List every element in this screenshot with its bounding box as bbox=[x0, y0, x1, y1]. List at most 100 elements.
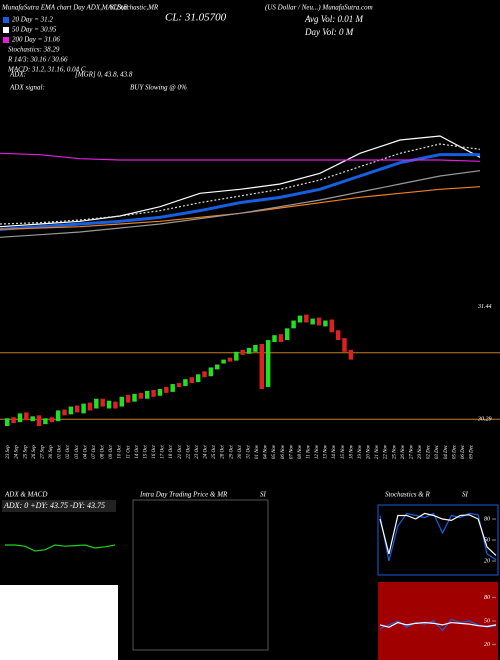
header-right: (US Dollar / Neu...) MunafaSutra.com bbox=[265, 4, 373, 12]
x-tick-label: 27 Nov bbox=[409, 444, 414, 459]
adx-values: [MGR] 0, 43.8, 43.8 bbox=[75, 71, 133, 79]
adx-box-bg bbox=[2, 500, 116, 512]
candle bbox=[272, 335, 277, 343]
candle bbox=[30, 416, 35, 422]
x-tick-label: 08 Oct bbox=[101, 445, 106, 459]
x-tick-label: 26 Nov bbox=[401, 444, 406, 459]
series-line bbox=[0, 186, 481, 230]
x-tick-label: 10 Oct bbox=[118, 445, 123, 459]
x-tick-label: 14 Nov bbox=[332, 444, 337, 459]
candle bbox=[195, 374, 201, 383]
series-line bbox=[5, 544, 116, 552]
x-tick-label: 11 Oct bbox=[126, 445, 131, 459]
macd-box bbox=[0, 585, 118, 660]
candle bbox=[253, 344, 258, 352]
y-tick-label: 80 bbox=[484, 516, 490, 522]
series-line bbox=[379, 618, 497, 632]
x-tick-label: 06 Dec bbox=[461, 444, 466, 459]
series-line bbox=[0, 152, 481, 162]
x-tick-label: 04 Dec bbox=[444, 444, 449, 459]
y-tick-label: 30.29 bbox=[477, 417, 492, 423]
y-tick-label: 20 bbox=[484, 642, 490, 648]
candle bbox=[5, 418, 10, 427]
stoch-box bbox=[377, 504, 499, 576]
x-tick-label: 28 Oct bbox=[221, 445, 226, 459]
series-line bbox=[0, 153, 480, 231]
x-tick-label: 16 Oct bbox=[152, 445, 157, 459]
candle bbox=[335, 330, 341, 341]
intraday-box bbox=[132, 499, 269, 651]
x-tick-label: 25 Oct bbox=[212, 445, 217, 459]
x-tick-label: 24 Sep bbox=[15, 445, 20, 459]
y-tick-label: 50 bbox=[484, 618, 490, 624]
legend-entry: 50 Day = 30.95 bbox=[12, 26, 57, 34]
x-tick-label: 05 Nov bbox=[272, 444, 277, 459]
candle bbox=[43, 418, 48, 425]
x-tick-label: 15 Nov bbox=[341, 444, 346, 459]
candle bbox=[240, 349, 245, 355]
candle bbox=[316, 317, 322, 326]
candle bbox=[157, 388, 163, 396]
x-tick-label: 02 Oct bbox=[66, 445, 71, 459]
legend-swatch bbox=[3, 37, 9, 43]
candle bbox=[24, 412, 29, 421]
x-tick-label: 02 Dec bbox=[427, 444, 432, 459]
legend-entry: 20 Day = 31.2 bbox=[12, 16, 53, 24]
candle bbox=[265, 340, 271, 387]
candle bbox=[151, 389, 156, 397]
candle bbox=[75, 405, 80, 413]
candle bbox=[329, 319, 334, 333]
candle bbox=[36, 415, 42, 427]
adx-label: ADX: bbox=[9, 71, 26, 79]
candle bbox=[259, 343, 264, 389]
candle bbox=[215, 364, 220, 370]
candle bbox=[132, 393, 137, 402]
candle bbox=[176, 383, 182, 387]
x-tick-label: 30 Sep bbox=[49, 445, 54, 459]
candle bbox=[348, 349, 354, 360]
candle bbox=[291, 320, 296, 329]
info-text: R 14/3: 30.16 / 30.66 bbox=[7, 56, 68, 64]
candle bbox=[94, 398, 99, 409]
candle bbox=[55, 410, 61, 422]
candle bbox=[119, 396, 124, 407]
candle bbox=[49, 417, 54, 423]
y-tick-label: 50 bbox=[484, 537, 490, 543]
x-tick-label: 01 Nov bbox=[255, 444, 260, 459]
x-tick-label: 18 Nov bbox=[349, 444, 354, 459]
x-tick-label: 21 Oct bbox=[178, 445, 183, 459]
adx-signal: BUY Slowing @ 0% bbox=[130, 84, 187, 92]
x-tick-label: 24 Oct bbox=[204, 445, 209, 459]
legend-swatch bbox=[3, 17, 9, 23]
x-tick-label: 30 Oct bbox=[238, 445, 243, 459]
panel-subtitle: SI bbox=[260, 491, 267, 499]
x-tick-label: 29 Oct bbox=[229, 445, 234, 459]
candle bbox=[183, 379, 188, 387]
series-line bbox=[0, 170, 481, 238]
x-tick-label: 03 Oct bbox=[75, 445, 80, 459]
info-text: MACD: 31.2, 31.16, 0.04 C bbox=[7, 66, 86, 74]
x-tick-label: 13 Nov bbox=[324, 444, 329, 459]
x-tick-label: 31 Oct bbox=[246, 445, 251, 459]
candle bbox=[234, 351, 239, 361]
candle bbox=[87, 402, 93, 411]
x-tick-label: 27 Sep bbox=[40, 445, 45, 459]
series-line bbox=[379, 512, 497, 562]
day-vol: Day Vol: 0 M bbox=[304, 27, 354, 37]
candle bbox=[304, 314, 309, 323]
x-tick-label: 07 Oct bbox=[92, 445, 97, 459]
x-tick-label: 20 Nov bbox=[367, 444, 372, 459]
avg-vol: Avg Vol: 0.01 M bbox=[304, 14, 363, 24]
adx-box: ADX: 0 +DY: 43.75 -DY: 43.75 bbox=[3, 501, 105, 510]
x-tick-label: 09 Dec bbox=[470, 444, 475, 459]
x-tick-label: 23 Sep bbox=[6, 445, 11, 459]
panel-subtitle: SI bbox=[462, 491, 469, 499]
series-line bbox=[379, 621, 497, 628]
series-line bbox=[0, 135, 481, 228]
x-tick-label: 19 Nov bbox=[358, 444, 363, 459]
x-tick-label: 08 Nov bbox=[298, 444, 303, 459]
candle bbox=[202, 371, 207, 378]
x-tick-label: 22 Nov bbox=[384, 444, 389, 459]
x-tick-label: 04 Oct bbox=[83, 445, 88, 459]
x-tick-label: 26 Sep bbox=[32, 445, 37, 459]
